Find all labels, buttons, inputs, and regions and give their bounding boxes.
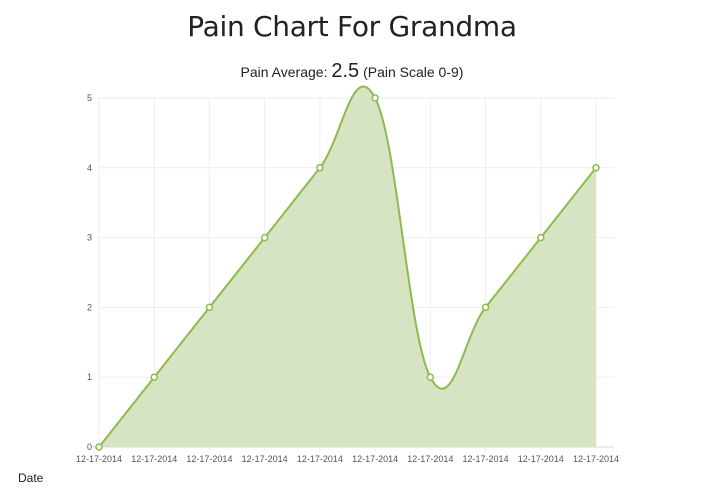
x-tick-label-1: 12-17-2014 [131, 454, 177, 464]
data-point-1 [150, 373, 158, 381]
y-tick-label-4: 4 [87, 163, 92, 173]
x-tick-label-3: 12-17-2014 [242, 454, 288, 464]
data-point-5 [371, 94, 379, 102]
data-point-0 [95, 443, 103, 451]
pain-average: Pain Average: 2.5 (Pain Scale 0-9) [0, 60, 704, 83]
x-tick-label-4: 12-17-2014 [297, 454, 343, 464]
data-point-7 [481, 303, 490, 312]
x-tick-label-9: 12-17-2014 [573, 454, 619, 464]
x-tick-label-2: 12-17-2014 [186, 454, 232, 464]
y-tick-label-1: 1 [87, 372, 92, 382]
data-point-3 [260, 233, 269, 242]
y-tick-label-5: 5 [87, 93, 92, 103]
y-tick-label-2: 2 [87, 302, 92, 312]
x-tick-label-0: 12-17-2014 [76, 454, 122, 464]
data-point-8 [537, 233, 545, 242]
chart-title: Pain Chart For Grandma [187, 10, 517, 43]
data-point-4 [316, 164, 324, 172]
data-point-9 [592, 164, 600, 172]
x-axis-label: Date [18, 471, 44, 485]
x-tick-label-7: 12-17-2014 [463, 454, 509, 464]
x-tick-label-8: 12-17-2014 [518, 454, 564, 464]
y-tick-label-3: 3 [87, 233, 92, 243]
pain-average-suffix: (Pain Scale 0-9) [363, 64, 464, 80]
series-line [98, 85, 597, 448]
data-point-2 [205, 303, 214, 312]
y-tick-label-0: 0 [87, 442, 92, 452]
series-area [99, 86, 596, 448]
data-point-6 [426, 373, 435, 381]
x-tick-label-6: 12-17-2014 [407, 454, 453, 464]
pain-average-value: 2.5 [331, 60, 360, 82]
x-tick-label-5: 12-17-2014 [352, 454, 398, 464]
pain-average-prefix: Pain Average: [240, 64, 328, 80]
